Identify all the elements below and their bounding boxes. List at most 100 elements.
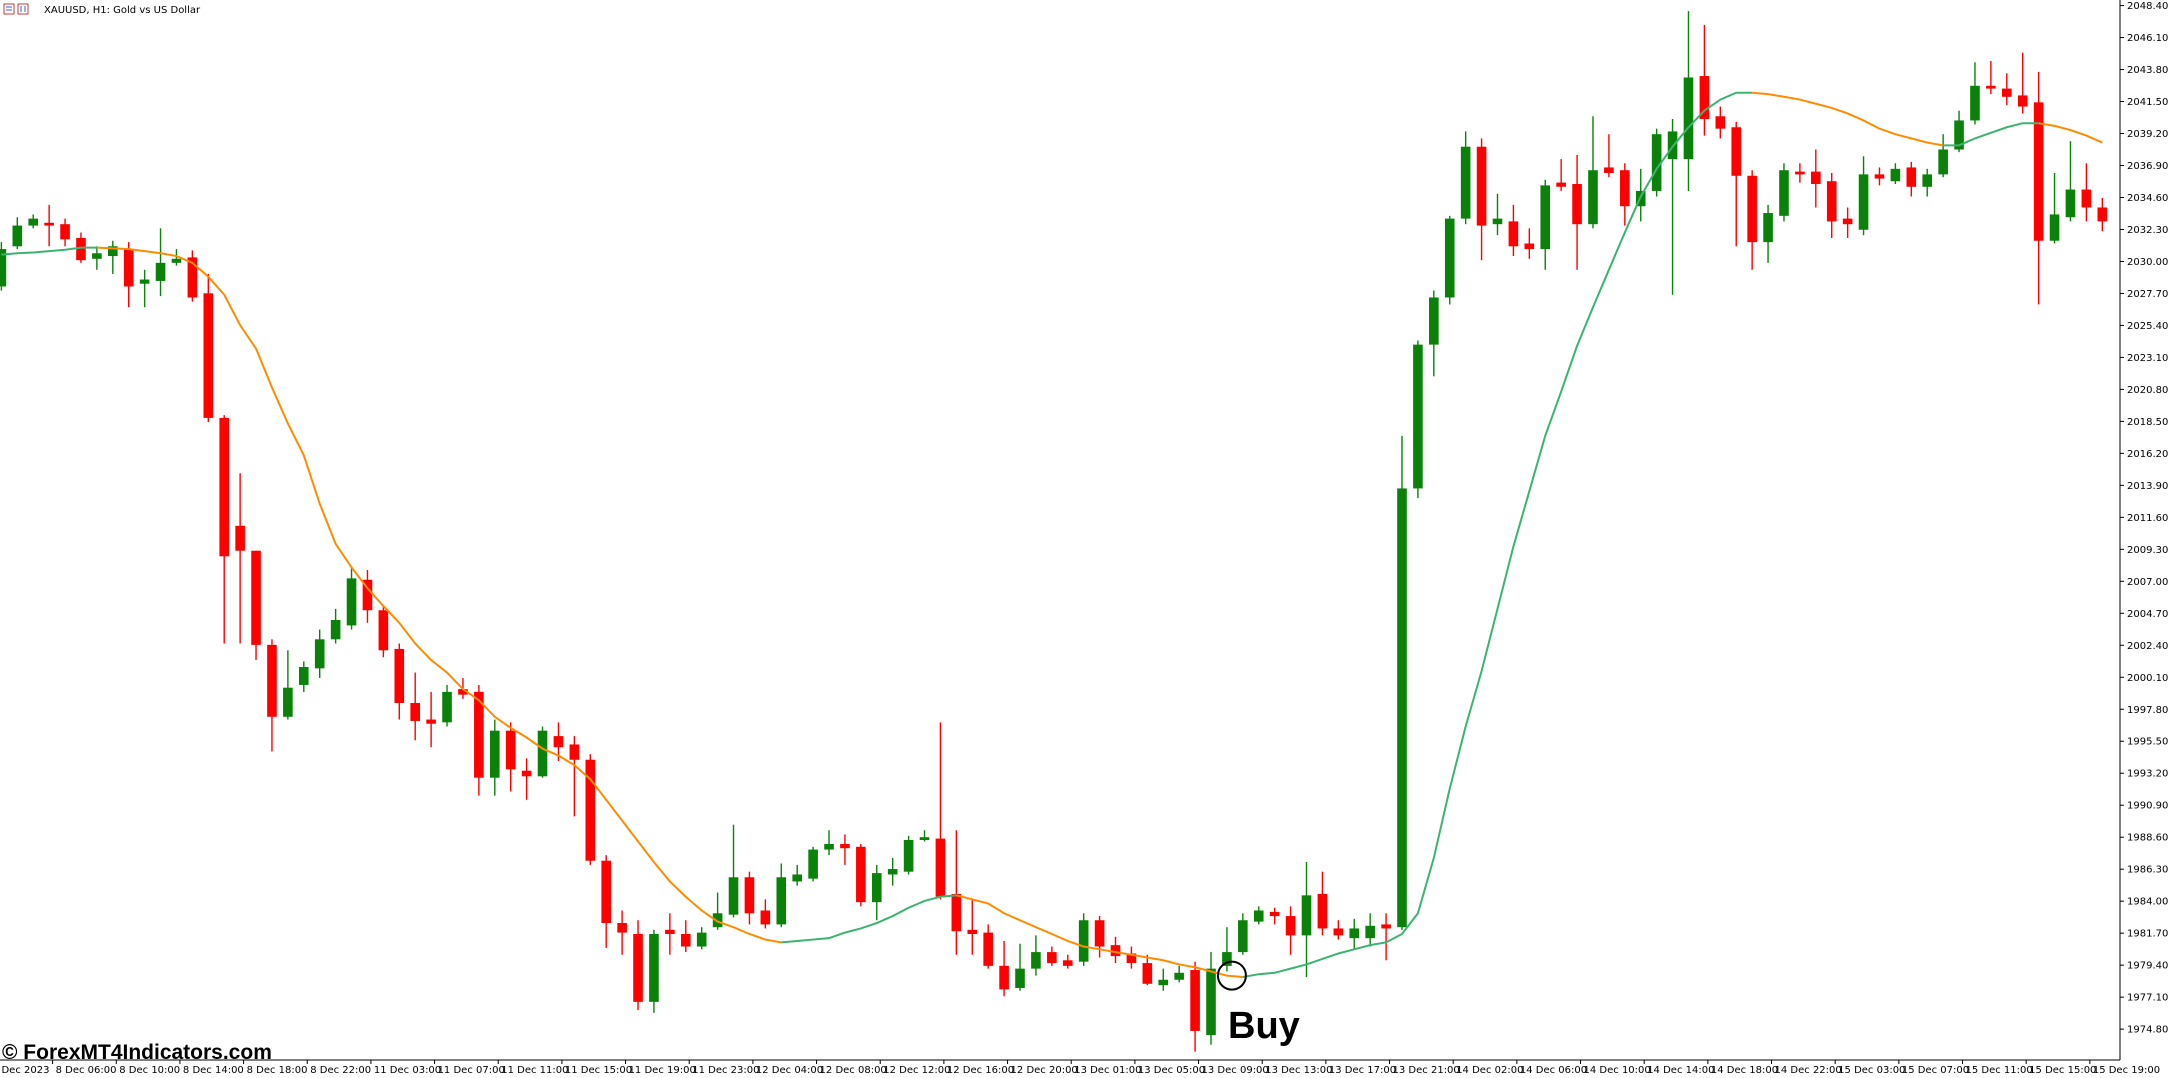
candle-body	[203, 293, 214, 418]
candle-body	[283, 687, 293, 717]
x-tick-label: 13 Dec 09:00	[1202, 1065, 1269, 1076]
chart-title: XAUUSD, H1: Gold vs US Dollar	[44, 5, 201, 16]
candle-body	[1269, 911, 1280, 917]
x-tick-label: 8 Dec 14:00	[183, 1065, 244, 1076]
candle-body	[1779, 170, 1789, 216]
candle-body	[267, 644, 277, 717]
candle-body	[537, 730, 548, 777]
candle-body	[2017, 95, 2028, 107]
candle-body	[808, 849, 818, 879]
candle-body	[649, 934, 659, 1002]
icon	[17, 3, 29, 15]
moving-average	[1242, 91, 1753, 978]
symbol-icons	[3, 3, 29, 15]
candle-body	[712, 913, 723, 928]
candle-body	[776, 877, 787, 925]
candle-body	[394, 648, 405, 704]
candle-body	[44, 222, 54, 226]
candle-body	[1922, 174, 1933, 187]
x-tick-label: 11 Dec 03:00	[374, 1065, 441, 1076]
moving-average	[781, 894, 957, 944]
y-tick-label: 2020.80	[2127, 385, 2168, 396]
candle-body	[1062, 960, 1073, 966]
y-tick-label: 2046.10	[2127, 33, 2168, 44]
candle-body	[1954, 120, 1964, 150]
y-tick-label: 2000.10	[2127, 673, 2168, 684]
y-tick-label: 2034.60	[2127, 193, 2168, 204]
candle-body	[1763, 213, 1773, 243]
candle-body	[824, 844, 834, 850]
x-tick-label: 14 Dec 14:00	[1647, 1065, 1714, 1076]
y-tick-label: 2027.70	[2127, 289, 2168, 300]
candle-body	[187, 257, 198, 298]
candle-body	[919, 837, 930, 840]
y-tick-label: 2013.90	[2127, 481, 2168, 492]
candle-body	[1731, 127, 1742, 176]
candle-body	[903, 839, 914, 872]
candle-body	[1031, 952, 1041, 969]
candle-body	[410, 703, 420, 721]
candle-body	[1747, 175, 1757, 243]
candle-body	[60, 224, 70, 240]
candle-body	[871, 873, 882, 903]
candle-body	[1715, 116, 1726, 129]
candle-body	[1444, 218, 1455, 298]
y-tick-label: 2041.50	[2127, 97, 2168, 108]
candle-body	[489, 730, 500, 778]
x-tick-label: 11 Dec 19:00	[629, 1065, 696, 1076]
candle-body	[1333, 928, 1344, 936]
y-tick-label: 1979.40	[2127, 961, 2168, 972]
candle-body	[251, 550, 261, 645]
x-tick-label: 14 Dec 02:00	[1456, 1065, 1523, 1076]
candle-body	[1190, 970, 1200, 1031]
candle-body	[696, 932, 707, 947]
candle-body	[139, 279, 150, 284]
candle-body	[1986, 85, 1996, 89]
candle-body	[1842, 218, 1853, 225]
candle-body	[0, 249, 7, 287]
candle-body	[1970, 85, 1980, 121]
candle-body	[12, 225, 23, 247]
candle-body	[1588, 170, 1598, 225]
candle-body	[1938, 149, 1948, 175]
candle-body	[92, 253, 102, 259]
candle-body	[1397, 488, 1407, 928]
candle-body	[1572, 183, 1582, 225]
y-tick-label: 1997.80	[2127, 705, 2168, 716]
x-tick-label: 11 Dec 11:00	[501, 1065, 568, 1076]
candle-body	[585, 759, 596, 861]
candle-body	[1158, 979, 1169, 986]
candle-body	[426, 719, 436, 724]
y-tick-label: 2025.40	[2127, 321, 2168, 332]
candle-body	[76, 237, 86, 261]
x-tick-label: 8 Dec 18:00	[247, 1065, 308, 1076]
moving-average	[1943, 122, 2039, 147]
candle-body	[2065, 189, 2076, 218]
y-tick-label: 1974.80	[2127, 1025, 2168, 1036]
y-tick-label: 1981.70	[2127, 929, 2168, 940]
x-tick-label: 15 Dec 07:00	[1902, 1065, 1969, 1076]
candle-body	[1047, 952, 1057, 964]
candle-body	[1890, 168, 1901, 182]
candle-body	[935, 838, 946, 897]
candle-body	[2002, 88, 2012, 97]
candle-body	[1126, 953, 1137, 964]
candle-body	[2097, 207, 2108, 222]
candle-body	[665, 929, 675, 935]
y-tick-label: 2007.00	[2127, 577, 2168, 588]
candle-body	[840, 844, 850, 849]
candle-body	[1811, 171, 1821, 184]
x-tick-label: 12 Dec 04:00	[756, 1065, 823, 1076]
x-tick-label: 11 Dec 15:00	[565, 1065, 632, 1076]
moving-average	[956, 894, 1243, 978]
y-tick-label: 2048.40	[2127, 1, 2168, 12]
x-tick-label: 13 Dec 21:00	[1393, 1065, 1460, 1076]
candle-body	[760, 910, 771, 925]
candle-body	[1365, 925, 1375, 939]
x-tick-label: 14 Dec 10:00	[1584, 1065, 1651, 1076]
moving-average	[1, 246, 97, 256]
y-tick-label: 2030.00	[2127, 257, 2168, 268]
candle-body	[107, 246, 118, 257]
candle-body	[1540, 185, 1551, 250]
candle-body	[298, 666, 309, 685]
